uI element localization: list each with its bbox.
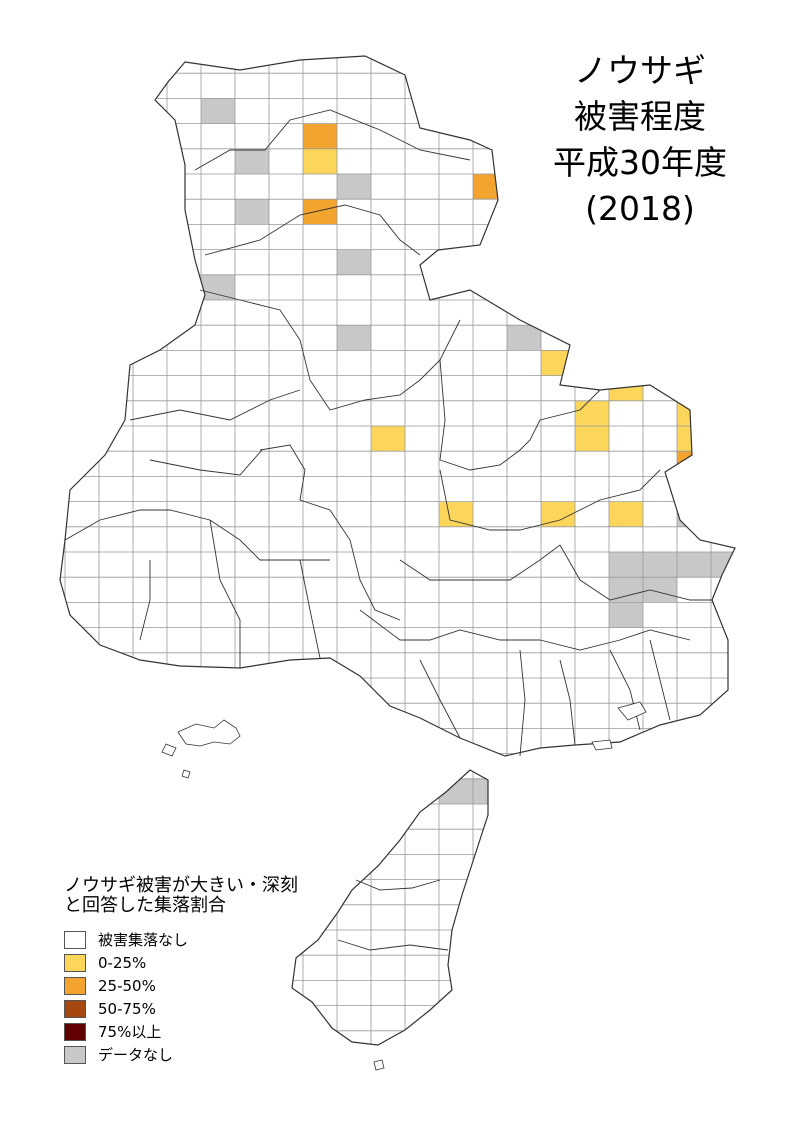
mesh-cell-damage (303, 199, 337, 225)
municipal-boundaries (64, 109, 712, 757)
title-line-3: 平成30年度 (553, 143, 727, 182)
map-title: ノウサギ 被害程度 平成30年度 (2018) (540, 48, 740, 232)
title-line-4: (2018) (585, 189, 695, 228)
legend-heading-line-2: と回答した集落割合 (64, 895, 226, 916)
island-outline (291, 769, 489, 1046)
legend: ノウサギ被害が大きい・深刻 と回答した集落割合 被害集落なし 0-25% 25-… (64, 876, 384, 1066)
title-line-1: ノウサギ (574, 51, 706, 90)
mesh-cell-no-data (235, 148, 269, 174)
title-line-2: 被害程度 (574, 97, 706, 136)
mesh-cell-damage (575, 400, 609, 426)
mesh-cell-damage (439, 501, 473, 527)
legend-heading: ノウサギ被害が大きい・深刻 と回答した集落割合 (64, 876, 384, 916)
legend-swatch-no-damage (64, 930, 86, 949)
mesh-cell-damage (303, 148, 337, 174)
mesh-cell-damage (371, 426, 405, 452)
mesh-cell-damage (541, 501, 575, 527)
legend-swatch-50-75 (64, 999, 86, 1018)
mesh-cell-no-data (337, 325, 371, 351)
mesh-cell-no-data (609, 602, 643, 628)
mesh-cell-no-data (677, 552, 711, 578)
mesh-cell-no-data (609, 552, 643, 578)
legend-item-50-75: 50-75% (64, 997, 384, 1020)
legend-label-0-25: 0-25% (98, 953, 147, 972)
legend-swatch-75-plus (64, 1022, 86, 1041)
mesh-cell-no-data (507, 325, 541, 351)
legend-label-75-plus: 75%以上 (98, 1023, 162, 1041)
legend-item-25-50: 25-50% (64, 974, 384, 997)
mesh-cell-damage (677, 426, 711, 452)
mesh-cell-no-data (643, 552, 677, 578)
legend-label-25-50: 25-50% (98, 976, 156, 995)
legend-label-no-data: データなし (98, 1046, 174, 1064)
legend-item-75-plus: 75%以上 (64, 1020, 384, 1043)
legend-item-no-damage: 被害集落なし (64, 928, 384, 951)
legend-heading-line-1: ノウサギ被害が大きい・深刻 (64, 875, 298, 896)
mesh-cell-damage (473, 174, 507, 200)
mesh-cell-damage (303, 123, 337, 149)
mesh-cell-no-data (643, 577, 677, 603)
island-boundaries (337, 879, 449, 951)
mesh-cell-damage (711, 350, 735, 376)
mesh-cell-no-data (609, 577, 643, 603)
legend-label-no-damage: 被害集落なし (98, 931, 189, 949)
mesh-cell-damage (541, 350, 575, 376)
mesh-cell-no-data (473, 778, 488, 804)
mesh-cell-no-data (201, 274, 235, 300)
mesh-cell-no-data (677, 501, 711, 527)
mesh-cell-no-data (235, 199, 269, 225)
small-island (373, 1059, 385, 1071)
mesh-cell-no-data (473, 98, 507, 124)
mesh-cell-damage (677, 350, 711, 376)
legend-label-50-75: 50-75% (98, 999, 156, 1018)
mesh-cell-damage (609, 501, 643, 527)
legend-item-0-25: 0-25% (64, 951, 384, 974)
mesh-cell-no-data (745, 577, 779, 602)
mesh-cell-no-data (745, 552, 779, 577)
mesh-cell-no-data (337, 174, 371, 200)
mesh-cell-no-data (201, 98, 235, 124)
mesh-cell-no-data (337, 249, 371, 275)
mesh-cell-no-data (711, 552, 735, 578)
mesh-cell-damage (677, 451, 711, 477)
mesh-cell-no-data (677, 476, 711, 502)
legend-item-no-data: データなし (64, 1043, 384, 1066)
legend-swatch-no-data (64, 1045, 86, 1064)
coastal-islands (161, 701, 647, 779)
mesh-cell-damage (711, 451, 735, 477)
legend-swatch-25-50 (64, 976, 86, 995)
mainland-outline (59, 55, 736, 757)
legend-swatch-0-25 (64, 953, 86, 972)
mesh-cell-damage (575, 426, 609, 452)
